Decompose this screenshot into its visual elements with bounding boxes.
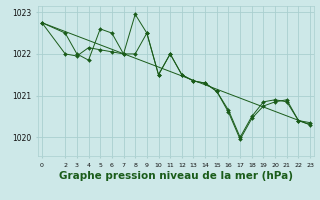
- X-axis label: Graphe pression niveau de la mer (hPa): Graphe pression niveau de la mer (hPa): [59, 171, 293, 181]
